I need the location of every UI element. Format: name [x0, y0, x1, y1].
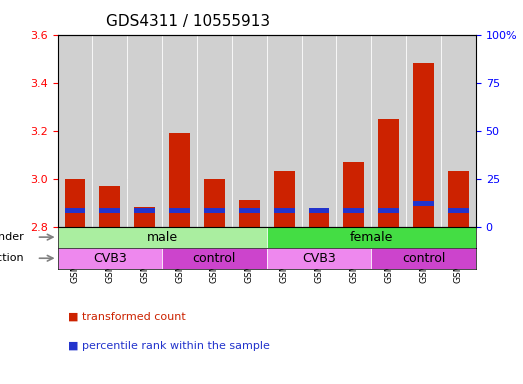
Bar: [169, 208, 190, 214]
Bar: [267, 227, 476, 248]
Bar: [204, 208, 225, 214]
Text: CVB3: CVB3: [302, 252, 336, 265]
Bar: [344, 208, 365, 214]
Bar: [309, 208, 329, 214]
Bar: [64, 208, 85, 214]
Bar: [169, 208, 190, 214]
Text: female: female: [350, 231, 393, 243]
Bar: [267, 35, 302, 227]
Bar: [448, 171, 469, 227]
Text: male: male: [146, 231, 178, 243]
Text: control: control: [402, 252, 445, 265]
Bar: [169, 133, 190, 227]
Bar: [378, 119, 399, 227]
Bar: [239, 208, 260, 214]
Bar: [371, 248, 476, 269]
Text: infection: infection: [0, 253, 24, 263]
Bar: [413, 201, 434, 206]
Bar: [197, 35, 232, 227]
Bar: [309, 212, 329, 227]
Bar: [99, 208, 120, 214]
Bar: [378, 208, 399, 214]
Bar: [239, 200, 260, 227]
Bar: [309, 212, 329, 227]
Bar: [134, 207, 155, 227]
Bar: [58, 248, 162, 269]
Bar: [274, 208, 294, 214]
Bar: [344, 208, 365, 214]
Bar: [309, 208, 329, 214]
Bar: [302, 35, 336, 227]
Bar: [64, 179, 85, 227]
Bar: [127, 35, 162, 227]
Bar: [413, 63, 434, 227]
Text: ■ percentile rank within the sample: ■ percentile rank within the sample: [68, 341, 270, 351]
Bar: [371, 35, 406, 227]
Bar: [344, 162, 365, 227]
Bar: [99, 208, 120, 214]
Bar: [204, 179, 225, 227]
Bar: [413, 201, 434, 206]
Bar: [267, 248, 371, 269]
Bar: [64, 208, 85, 214]
Bar: [93, 35, 127, 227]
Text: gender: gender: [0, 232, 24, 242]
Bar: [134, 208, 155, 214]
Bar: [406, 35, 441, 227]
Bar: [448, 171, 469, 227]
Bar: [169, 133, 190, 227]
Bar: [274, 171, 294, 227]
Bar: [99, 186, 120, 227]
Text: GDS4311 / 10555913: GDS4311 / 10555913: [106, 13, 270, 29]
Bar: [448, 208, 469, 214]
Bar: [344, 162, 365, 227]
Bar: [58, 227, 267, 248]
Bar: [232, 35, 267, 227]
Bar: [448, 208, 469, 214]
Bar: [204, 179, 225, 227]
Bar: [441, 35, 476, 227]
Text: control: control: [193, 252, 236, 265]
Bar: [162, 35, 197, 227]
Text: ■ transformed count: ■ transformed count: [68, 312, 186, 322]
Bar: [134, 207, 155, 227]
Bar: [239, 200, 260, 227]
Bar: [134, 208, 155, 214]
Bar: [204, 208, 225, 214]
Bar: [64, 179, 85, 227]
Bar: [239, 208, 260, 214]
Bar: [274, 171, 294, 227]
Bar: [274, 208, 294, 214]
Bar: [378, 208, 399, 214]
Text: CVB3: CVB3: [93, 252, 127, 265]
Bar: [378, 119, 399, 227]
Bar: [413, 63, 434, 227]
Bar: [336, 35, 371, 227]
Bar: [58, 35, 93, 227]
Bar: [99, 186, 120, 227]
Bar: [162, 248, 267, 269]
